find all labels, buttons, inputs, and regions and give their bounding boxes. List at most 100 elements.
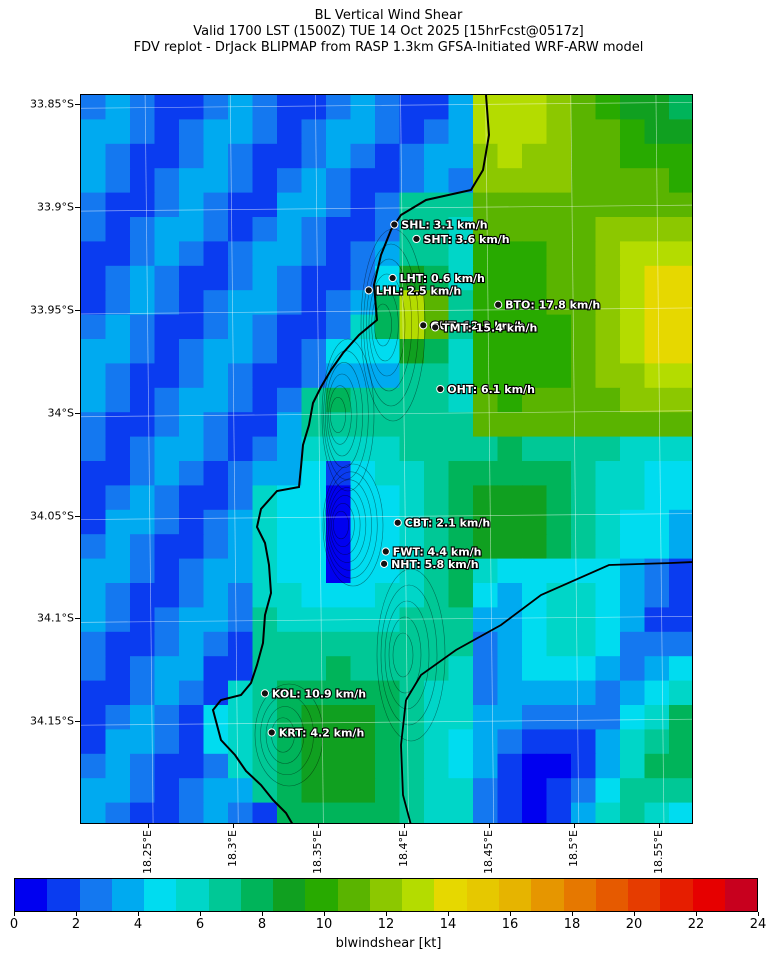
shear-cell [669,802,692,823]
shear-cell [130,534,156,560]
station-lhl[interactable]: LHL: 2.5 km/h [364,283,462,298]
station-kol[interactable]: KOL: 10.9 km/h [260,686,367,701]
shear-cell [277,436,303,462]
station-marker[interactable] [267,728,276,737]
shear-cell [277,339,303,364]
station-shl[interactable]: SHL: 3.1 km/h [390,217,489,233]
shear-cell [571,265,597,291]
shear-cell [620,802,646,823]
latitude-label: 34.05°S [30,509,74,523]
shear-cell [424,680,450,706]
station-marker[interactable] [381,547,390,556]
shear-cell [326,95,352,120]
shear-cell [105,339,131,364]
shear-cell [522,339,548,364]
colorbar-tick-label: 10 [315,917,333,932]
shear-cell [644,241,670,267]
shear-cell [595,461,621,486]
shear-cell [203,753,229,779]
station-marker[interactable] [390,220,399,229]
station-marker[interactable] [260,689,269,698]
shear-cell [81,753,107,779]
shear-cell [105,314,131,340]
shear-cell [301,631,327,657]
station-bto[interactable]: BTO: 17.8 km/h [494,298,601,313]
station-marker[interactable] [494,300,503,309]
shear-cell [497,265,523,291]
map-panel[interactable]: SHL: 3.1 km/h SHT: 3.6 km/h LHT: 0.6 km/h L… [80,94,693,824]
shear-cell [81,192,107,218]
colorbar-tick [758,912,759,916]
shear-cell [277,168,303,194]
shear-cell [179,461,205,486]
shear-cell [497,192,523,218]
shear-cell [595,583,621,608]
shear-cell [595,192,621,218]
shear-cell [154,412,180,438]
shear-cell [571,241,597,267]
shear-cell [301,290,327,316]
shear-cell [130,729,156,755]
station-gut[interactable]: GUT: 12.3 km/h [419,318,526,333]
station-marker[interactable] [379,559,389,568]
station-marker[interactable] [436,384,445,394]
longitude-label: 18.5°E [566,830,580,867]
terrain-contour [366,258,412,392]
shear-cell [424,339,450,364]
shear-cell [448,339,474,364]
station-fwt[interactable]: FWT: 4.4 km/h [381,544,483,560]
station-marker[interactable] [393,518,402,527]
shear-cell [81,143,107,169]
terrain-contour [329,495,361,555]
station-marker[interactable] [431,323,440,332]
shear-cell [473,241,499,267]
colorbar-segment [111,879,145,911]
shear-cell [473,265,499,291]
shear-cell [105,680,131,706]
station-label: SHT: 3.6 km/h [423,233,509,246]
station-cbt[interactable]: CBT: 2.1 km/h [393,516,491,531]
shear-cell [228,778,254,804]
shear-cell [350,217,376,242]
shear-cell [571,607,597,633]
longitude-label: 18.55°E [651,830,665,874]
shear-cell [105,290,131,316]
shear-cell [203,339,229,364]
shear-cell [350,436,376,462]
shear-cell [301,119,327,145]
shear-cell [277,461,303,486]
shear-cell [644,656,670,682]
shear-cell [228,656,254,682]
shear-cell [130,265,156,291]
shear-cell [203,143,229,169]
station-marker[interactable] [364,286,373,295]
station-lht[interactable]: LHT: 0.6 km/h [388,271,486,286]
shear-cell [571,509,597,535]
shear-cell [595,119,621,145]
shear-cell [228,192,254,218]
station-tmt[interactable]: TMT: 15.4 km/h [431,320,538,335]
shear-cell [571,534,597,560]
shear-cell [571,168,597,194]
station-marker[interactable] [412,234,421,244]
station-nht[interactable]: NHT: 5.8 km/h [379,557,480,572]
shear-cell [179,363,205,389]
shear-cell [252,363,278,389]
station-krt[interactable]: KRT: 4.2 km/h [267,725,365,741]
shear-cell [375,583,401,608]
shear-cell [399,436,425,462]
shear-cell [497,339,523,364]
shear-cell [179,168,205,194]
shear-cell [301,656,327,682]
shear-cell [203,412,229,438]
shear-cell [277,290,303,316]
shear-cell [326,119,352,145]
shear-cell [620,168,646,194]
station-marker[interactable] [388,273,397,283]
station-oht[interactable]: OHT: 6.1 km/h [436,382,536,397]
station-sht[interactable]: SHT: 3.6 km/h [412,232,511,247]
shear-cell [154,753,180,779]
shear-cell [669,534,692,560]
shear-cell [326,461,352,486]
station-marker[interactable] [419,321,428,330]
